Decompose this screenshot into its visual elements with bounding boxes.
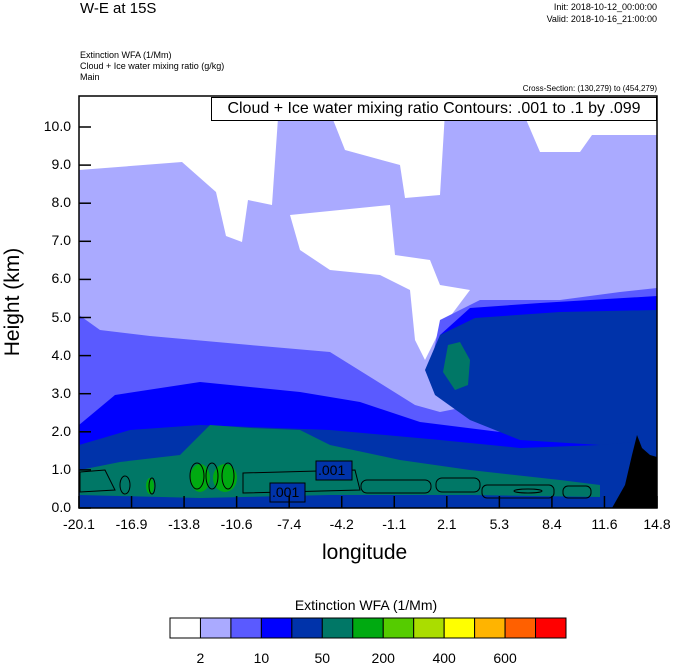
x-tick-label: -1.1 [382, 516, 407, 532]
plot-frame [78, 95, 658, 509]
contour-label-2 [269, 482, 306, 503]
y-tick-label: 1.0 [51, 460, 71, 477]
y-tick-label: 5.0 [51, 308, 71, 325]
field-label-2: Cloud + Ice water mixing ratio (g/kg) [80, 61, 225, 71]
field-label-3: Main [80, 72, 100, 82]
x-tick-label: -13.8 [168, 516, 201, 532]
x-tick-label: 5.3 [489, 516, 510, 532]
y-axis-label: Height (km) [1, 247, 24, 357]
colorbar-swatch [504, 617, 537, 639]
terrain [612, 435, 657, 508]
fill-level-white [79, 96, 657, 242]
chart-title: W-E at 15S [80, 0, 157, 17]
x-tick-label: -7.4 [277, 516, 302, 532]
colorbar-swatch [230, 617, 262, 639]
colorbar-swatch [321, 617, 354, 639]
y-tick-label: 6.0 [51, 270, 71, 287]
contour-line [79, 469, 116, 493]
colorbar-swatch [443, 617, 476, 639]
contour-info-box: Cloud + Ice water mixing ratio Contours:… [211, 97, 657, 121]
contour-line [119, 475, 131, 495]
colorbar-swatch [535, 617, 567, 639]
y-tick-label: 8.0 [51, 194, 71, 211]
x-tick-label: -10.6 [220, 516, 253, 532]
fill-level-white-2 [290, 205, 470, 360]
contour-line [205, 462, 219, 490]
y-tick-label: 7.0 [51, 232, 71, 249]
x-tick-label: 14.8 [643, 516, 671, 532]
init-time: Init: 2018-10-12_00:00:00 [553, 2, 657, 12]
colorbar-swatch [352, 617, 384, 639]
colorbar-label: 50 [314, 650, 331, 666]
x-tick-label: 2.1 [437, 516, 457, 532]
colorbar-label: 2 [196, 650, 205, 666]
filled-contours [79, 96, 657, 508]
colorbar-label: 400 [432, 650, 456, 666]
valid-time: Valid: 2018-10-16_21:00:00 [546, 14, 657, 24]
contour-line [562, 485, 592, 499]
x-tick-label: 8.4 [542, 516, 562, 532]
colorbar-title: Extinction WFA (1/Mm) [294, 597, 438, 613]
field-label-1: Extinction WFA (1/Mm) [80, 50, 172, 60]
colorbar-label: 10 [253, 650, 270, 666]
y-tick-label: 4.0 [51, 346, 71, 363]
colorbar-swatch [413, 617, 445, 639]
y-tick-label: 0.0 [51, 499, 71, 515]
colorbar-swatch [474, 617, 506, 639]
colorbar-swatch [291, 617, 323, 639]
colorbar-swatch [169, 617, 201, 639]
contour-label-text: .001 [318, 462, 346, 478]
colorbar-swatch [382, 617, 415, 639]
contour-line [481, 484, 555, 499]
axis-ticks [78, 126, 658, 509]
contour-line [148, 477, 156, 495]
y-tick-label: 10.0 [43, 118, 71, 134]
contour-label-text: .001 [272, 484, 300, 500]
x-tick-label: -16.9 [115, 516, 148, 532]
colorbar [169, 617, 567, 639]
x-tick-label: -20.1 [63, 516, 95, 532]
x-tick-label: -4.2 [329, 516, 354, 532]
contour-line [189, 462, 205, 490]
cross-section-label: Cross-Section: (130,279) to (454,279) [522, 84, 657, 93]
fill-level-teal-blob [443, 342, 470, 390]
y-tick-label: 9.0 [51, 156, 71, 173]
fill-level-darkblue-tongue [425, 310, 657, 445]
colorbar-swatch [199, 617, 232, 639]
contour-line [360, 479, 432, 494]
contour-line [513, 488, 543, 494]
x-axis-label: longitude [322, 541, 408, 564]
fill-level-green [190, 464, 210, 492]
x-tick-label: 11.6 [591, 516, 618, 532]
fill-level-green [146, 478, 154, 494]
contour-line [221, 462, 235, 490]
colorbar-label: 600 [493, 650, 517, 666]
contour-line [435, 477, 481, 493]
fill-level-green [213, 464, 237, 492]
colorbar-swatch [260, 617, 293, 639]
y-tick-label: 3.0 [51, 384, 71, 401]
colorbar-label: 200 [371, 650, 395, 666]
contour-label-1 [315, 460, 353, 481]
y-tick-label: 2.0 [51, 422, 71, 439]
line-contours [79, 462, 592, 499]
